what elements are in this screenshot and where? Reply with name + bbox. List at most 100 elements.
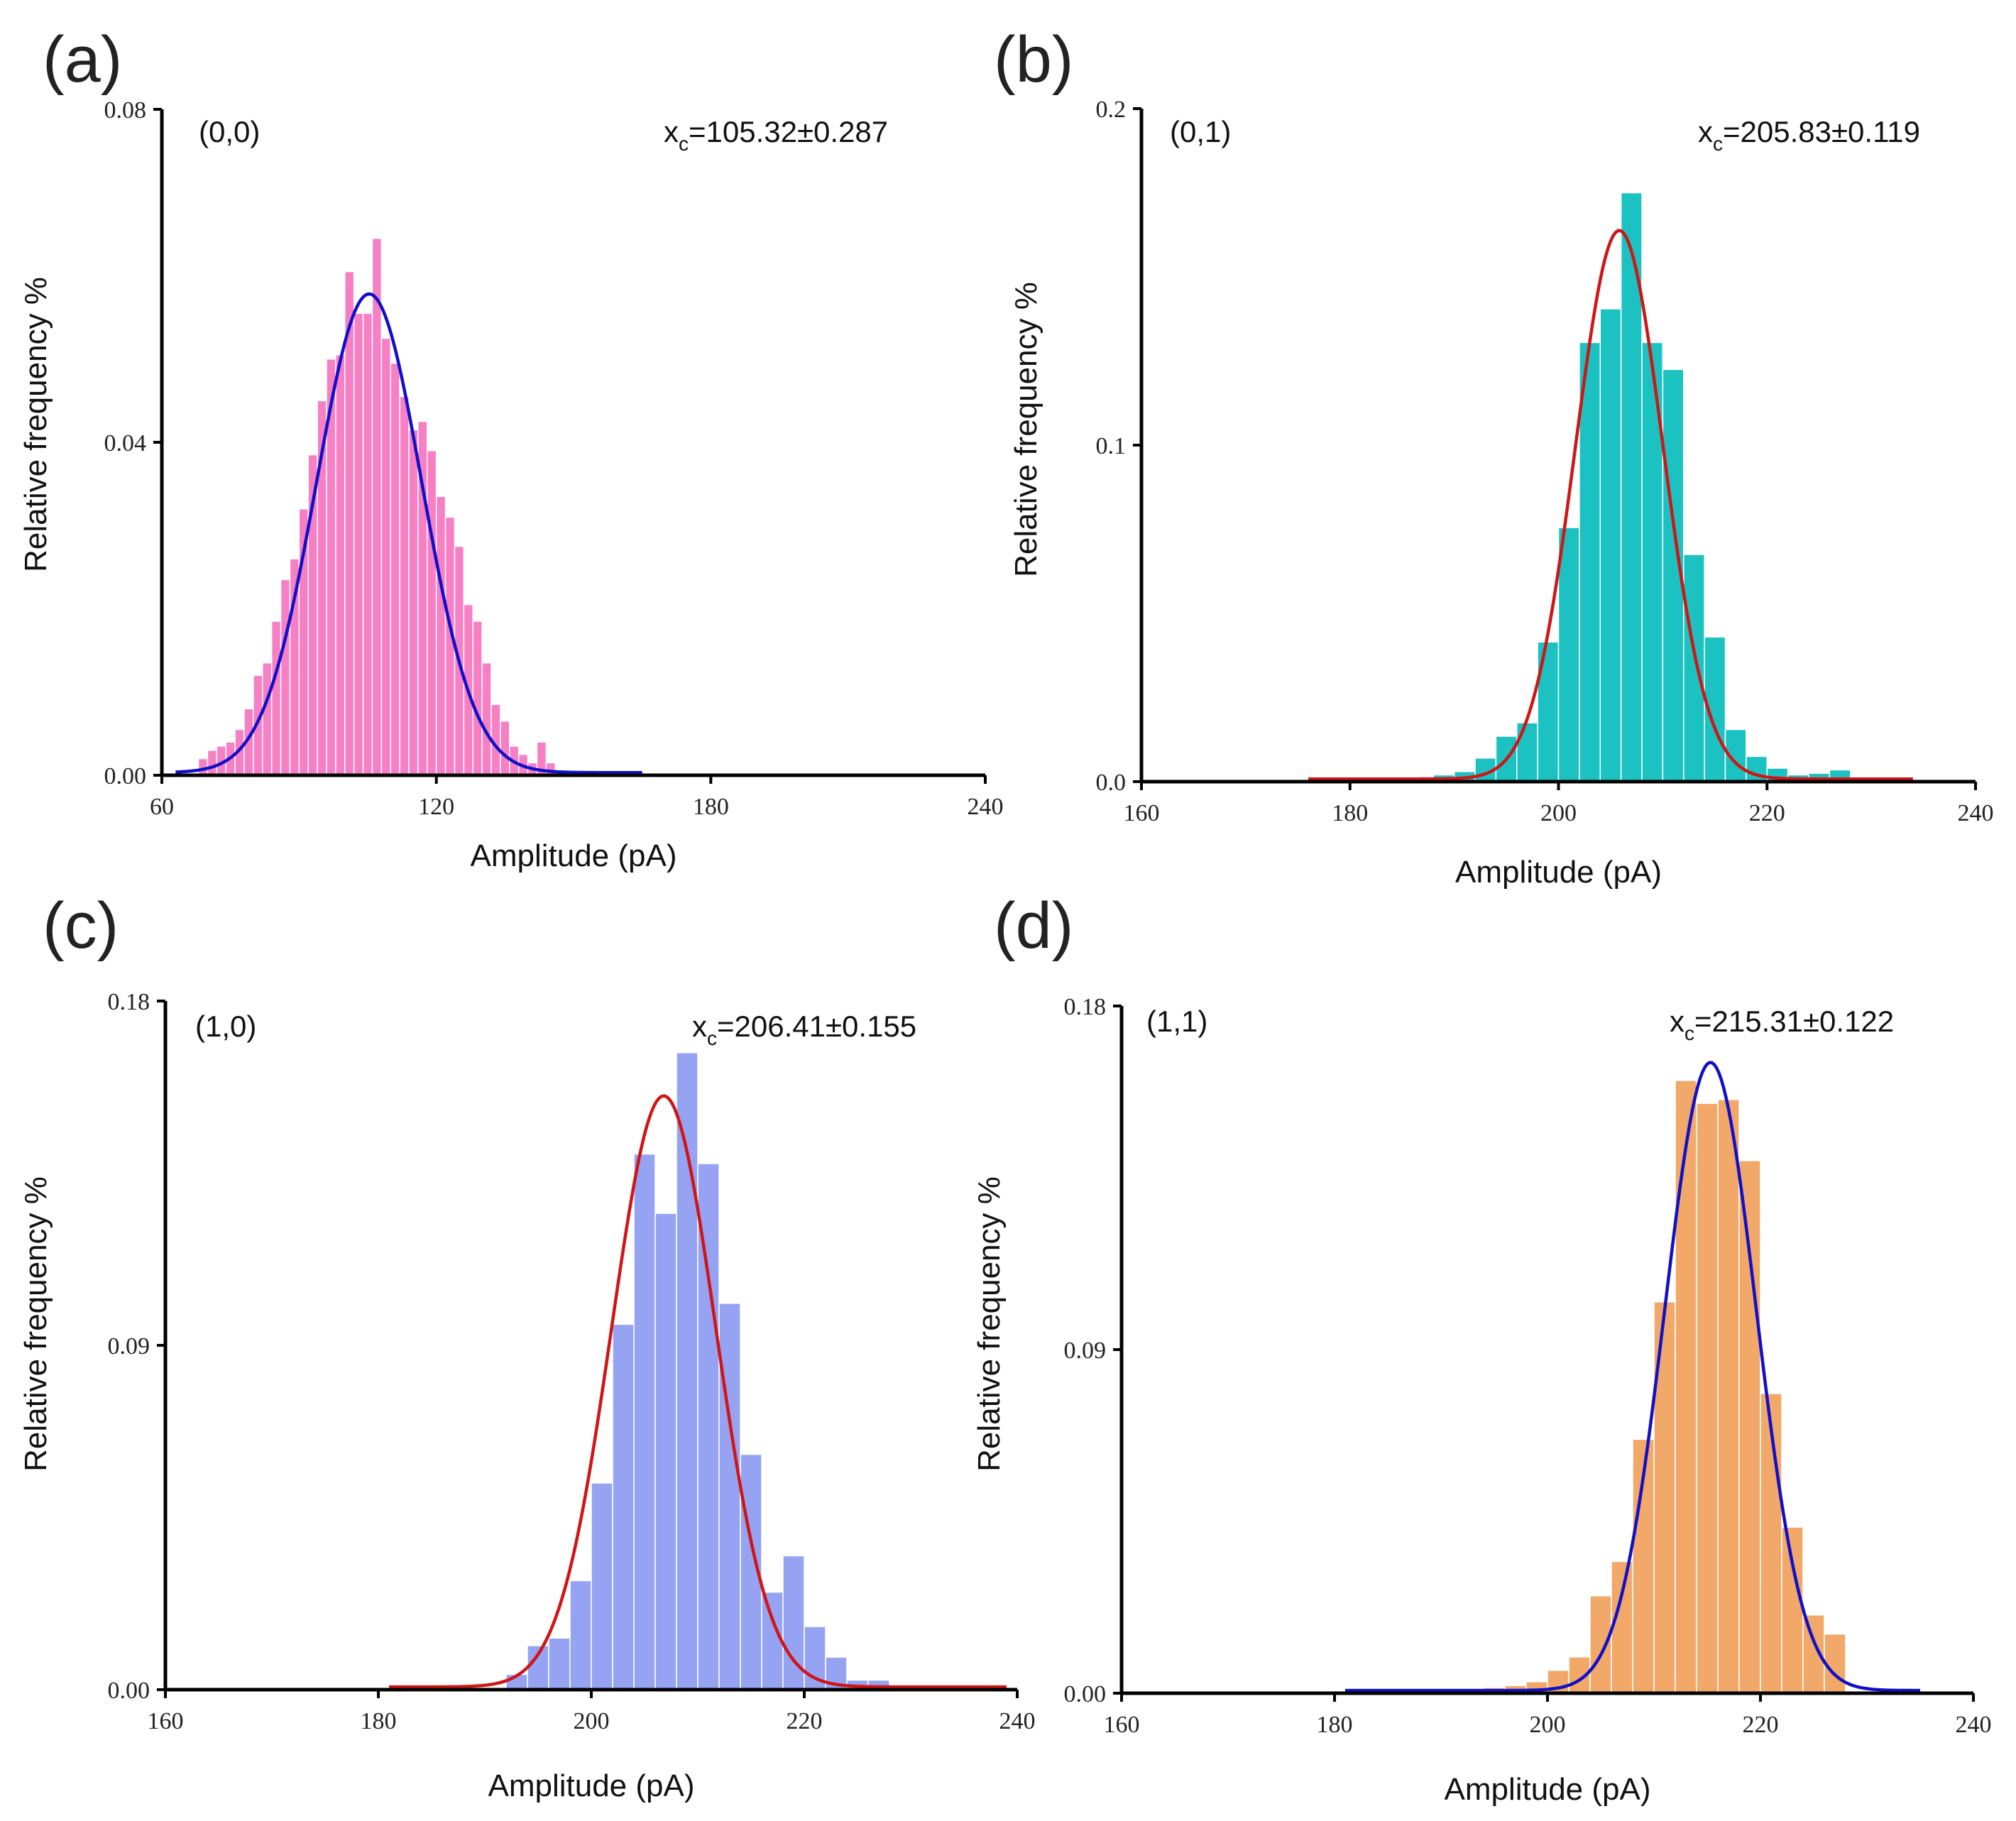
histogram-bar xyxy=(390,362,400,776)
x-tick-label: 220 xyxy=(787,1708,823,1734)
histogram-bar xyxy=(1599,308,1622,782)
histogram-bar xyxy=(1696,1103,1719,1694)
histogram-bar xyxy=(1620,192,1643,782)
histogram-bar xyxy=(1579,341,1601,782)
gaussian-fit-line xyxy=(389,1094,1007,1689)
state-label: (1,1) xyxy=(1146,1005,1207,1038)
histogram-bar xyxy=(1611,1560,1633,1694)
histogram-bar xyxy=(591,1482,613,1690)
histogram-bar xyxy=(548,1637,571,1690)
histogram-bar xyxy=(371,237,383,776)
gaussian-fit-line xyxy=(1345,1061,1920,1693)
histogram-bar xyxy=(1738,1160,1761,1694)
y-tick-label: 0.09 xyxy=(1064,1338,1107,1364)
x-axis-label: Amplitude (pA) xyxy=(488,1768,694,1803)
histogram-bar xyxy=(270,620,282,776)
x-tick-label: 240 xyxy=(968,794,1004,820)
histogram-bar xyxy=(353,312,364,776)
histogram-bar xyxy=(654,1213,677,1690)
histogram-bar xyxy=(545,762,556,776)
x-tick-label: 180 xyxy=(1332,800,1368,826)
y-tick-label: 0.00 xyxy=(104,763,147,789)
panel-label: (a) xyxy=(43,23,122,96)
chart-panel-d: 160 180 200 220 240 0.00 0.09 0.18 Amplitude (pA… xyxy=(972,890,1992,1807)
histogram-bar xyxy=(335,354,346,776)
histogram-bar xyxy=(1516,722,1538,782)
state-label: (0,1) xyxy=(1170,115,1231,148)
histogram-bar xyxy=(481,662,492,776)
y-tick-label: 0.2 xyxy=(1096,97,1127,123)
y-tick-label: 0.18 xyxy=(108,989,150,1015)
histogram-bar xyxy=(444,516,456,776)
state-label: (1,0) xyxy=(195,1010,256,1043)
histogram-bar xyxy=(427,449,437,776)
x-tick-label: 220 xyxy=(1749,800,1785,826)
chart-panel-c: 160 180 200 220 240 0.00 0.09 0.18 Amplitude (pA… xyxy=(18,890,1036,1803)
histogram-bar xyxy=(399,395,410,776)
panel-label: (b) xyxy=(994,23,1073,96)
x-tick-label: 240 xyxy=(1958,800,1994,826)
histogram-bar xyxy=(207,750,218,776)
y-tick-label: 0.08 xyxy=(104,97,147,124)
x-tick-label: 240 xyxy=(1956,1712,1992,1738)
x-tick-label: 180 xyxy=(1317,1712,1353,1738)
histogram-bar xyxy=(197,758,209,776)
x-tick-label: 200 xyxy=(1540,800,1577,826)
histogram-bar xyxy=(1557,527,1580,782)
histogram-bar xyxy=(344,270,355,776)
histogram-bar xyxy=(380,337,391,776)
histogram-bar xyxy=(500,721,510,776)
histogram-bar xyxy=(740,1453,762,1690)
x-tick-label: 160 xyxy=(1124,800,1160,826)
chart-panel-a: 60 120 180 240 0.00 0.04 0.08 Amplitude (pA) Rel… xyxy=(18,23,1004,873)
x-tick-label: 60 xyxy=(150,794,174,820)
state-label: (0,0) xyxy=(199,115,260,148)
x-axis-label: Amplitude (pA) xyxy=(1455,855,1662,890)
histogram-bar xyxy=(1589,1595,1612,1694)
histogram-bar xyxy=(408,429,419,776)
gaussian-fit-line xyxy=(175,292,642,775)
center-value-annotation: xc=215.31±0.122 xyxy=(1670,1005,1894,1044)
center-value-annotation: xc=206.41±0.155 xyxy=(692,1010,916,1049)
x-tick-label: 160 xyxy=(1104,1712,1140,1738)
x-axis-label: Amplitude (pA) xyxy=(1444,1772,1650,1807)
panel-label: (c) xyxy=(43,890,119,962)
histogram-bar xyxy=(1781,1526,1804,1694)
histogram-bar xyxy=(1675,1080,1697,1694)
panel-label: (d) xyxy=(994,890,1073,962)
histogram-bar xyxy=(612,1323,635,1690)
x-tick-label: 200 xyxy=(574,1708,610,1734)
histogram-bar xyxy=(1824,1633,1846,1694)
histogram-bar xyxy=(633,1153,656,1690)
x-tick-label: 200 xyxy=(1530,1712,1566,1738)
center-value-annotation: xc=105.32±0.287 xyxy=(664,115,888,155)
y-tick-label: 0.1 xyxy=(1096,433,1127,459)
x-tick-label: 220 xyxy=(1743,1712,1779,1738)
histogram-bar xyxy=(569,1580,592,1690)
histogram-bar xyxy=(697,1163,720,1690)
y-tick-label: 0.00 xyxy=(1064,1681,1107,1707)
histogram-bar xyxy=(280,579,291,776)
histogram-bar xyxy=(472,620,483,776)
y-tick-label: 0.18 xyxy=(1064,994,1107,1020)
histogram-bar xyxy=(362,312,373,776)
y-axis-label: Relative frequency % xyxy=(18,1176,53,1472)
x-tick-label: 160 xyxy=(148,1708,184,1734)
histogram-bar xyxy=(262,662,273,776)
gaussian-fit-line xyxy=(1308,229,1913,781)
histogram-bar xyxy=(1683,554,1705,782)
y-axis-label: Relative frequency % xyxy=(972,1176,1007,1472)
x-tick-label: 120 xyxy=(418,794,454,820)
x-tick-label: 180 xyxy=(693,794,729,820)
histogram-bar xyxy=(1717,1099,1740,1694)
x-tick-label: 180 xyxy=(361,1708,397,1734)
y-tick-label: 0.00 xyxy=(108,1678,150,1704)
y-axis-label: Relative frequency % xyxy=(18,277,53,572)
chart-panel-b: 160 180 200 220 240 0.0 0.1 0.2 Amplitude (pA) Re… xyxy=(994,23,1994,890)
histogram-bar xyxy=(761,1591,784,1690)
y-tick-label: 0.04 xyxy=(104,430,147,456)
x-tick-label: 240 xyxy=(999,1708,1036,1734)
center-value-annotation: xc=205.83±0.119 xyxy=(1698,115,1920,155)
histogram-bar xyxy=(435,496,447,776)
